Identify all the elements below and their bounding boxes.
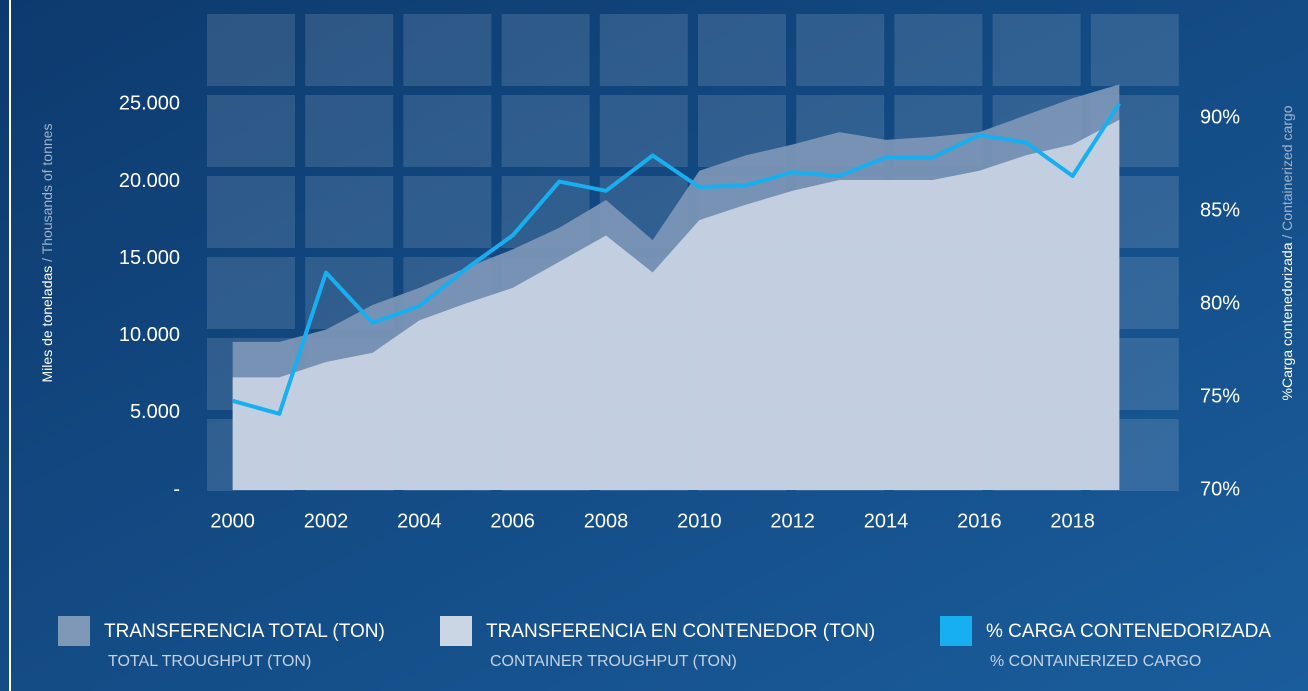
y-tick-label: - — [173, 478, 180, 500]
tile — [305, 176, 394, 248]
tile — [599, 95, 688, 167]
y-tick-label: 5.000 — [130, 401, 180, 423]
x-tick-label: 2004 — [397, 510, 442, 532]
y2-axis-label: %Carga contenedorizada / Containerized c… — [1279, 105, 1295, 400]
tile — [403, 14, 492, 86]
legend-label: % CARGA CONTENEDORIZADA — [986, 621, 1271, 642]
x-tick-label: 2012 — [770, 510, 815, 532]
x-tick-label: 2002 — [304, 510, 349, 532]
tile — [698, 14, 786, 86]
tile — [1090, 14, 1179, 86]
tile — [992, 14, 1081, 86]
legend-sublabel: TOTAL TROUGHPUT (TON) — [108, 653, 311, 670]
y2-tick-label: 90% — [1200, 107, 1240, 129]
y-tick-label: 15.000 — [119, 247, 180, 269]
tile — [599, 14, 688, 86]
tile — [305, 95, 394, 167]
tile — [894, 14, 983, 86]
legend-sublabel: CONTAINER TROUGHPUT (TON) — [490, 653, 737, 670]
x-tick-label: 2014 — [864, 510, 909, 532]
tile — [796, 14, 885, 86]
legend-swatch — [58, 616, 90, 646]
x-tick-label: 2006 — [490, 510, 535, 532]
y-tick-label: 20.000 — [119, 170, 180, 192]
tile — [207, 95, 295, 167]
line — [232, 102, 1122, 416]
y2-label-main: %Carga contenedorizada — [1279, 242, 1295, 400]
tile — [403, 95, 492, 167]
legend-sublabel: % CONTAINERIZED CARGO — [990, 653, 1201, 670]
y-axis-label: Miles de toneladas / Thousands of tonnes — [39, 124, 55, 383]
legend-swatch — [940, 616, 972, 646]
y-tick-label: 25.000 — [119, 93, 180, 115]
tile — [207, 257, 295, 329]
legend-swatch — [440, 616, 472, 646]
x-tick-label: 2008 — [584, 510, 629, 532]
plot — [232, 84, 1122, 491]
tile — [305, 14, 394, 86]
tile — [207, 176, 295, 248]
y-label-main: Miles de toneladas — [39, 266, 55, 383]
x-tick-label: 2010 — [677, 510, 722, 532]
y2-tick-label: 85% — [1200, 200, 1240, 222]
x-tick-label: 2018 — [1050, 510, 1095, 532]
legend-label: TRANSFERENCIA TOTAL (TON) — [104, 621, 385, 642]
tile — [207, 14, 295, 86]
tile — [403, 176, 492, 248]
tile — [501, 95, 590, 167]
y-label-secondary: / Thousands of tonnes — [39, 124, 55, 266]
x-tick-label: 2016 — [957, 510, 1002, 532]
y2-label-secondary: / Containerized cargo — [1279, 105, 1295, 242]
area — [232, 119, 1120, 490]
y2-tick-label: 75% — [1200, 385, 1240, 407]
x-tick-label: 2000 — [210, 510, 255, 532]
y-tick-label: 10.000 — [119, 324, 180, 346]
tile — [501, 14, 590, 86]
y2-tick-label: 80% — [1200, 292, 1240, 314]
legend-label: TRANSFERENCIA EN CONTENEDOR (TON) — [486, 621, 875, 642]
y2-tick-label: 70% — [1200, 478, 1240, 500]
